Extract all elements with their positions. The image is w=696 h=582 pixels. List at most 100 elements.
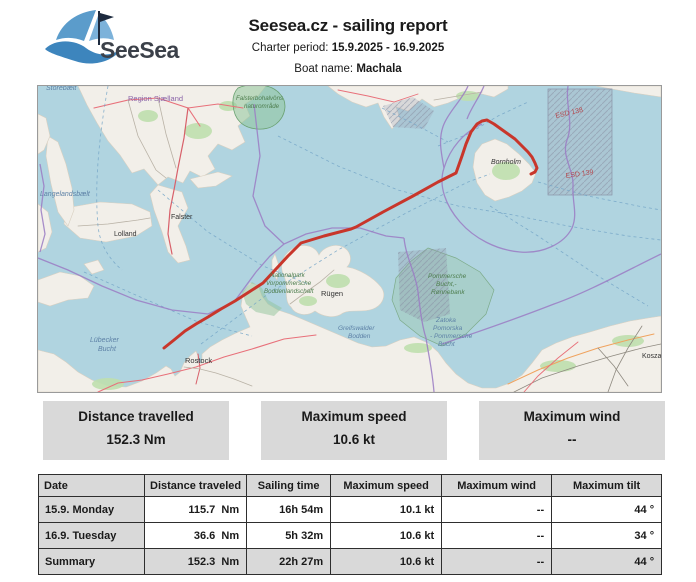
boundary-dk-se-2 <box>466 86 485 120</box>
cell-max-tilt: 34 ° <box>551 522 663 549</box>
stat-label: Distance travelled <box>78 409 194 424</box>
stat-label: Maximum speed <box>301 409 407 424</box>
boundary-dk-se-1 <box>439 86 469 169</box>
label-nationalpark-3: Boddenlandschaft <box>264 288 314 295</box>
route-map-canvas: Storebælt Region Sjælland Langelandsbælt… <box>38 86 661 392</box>
map-labels: Storebælt Region Sjælland Langelandsbælt… <box>40 86 661 365</box>
label-zatoka-3: - Pommersche <box>430 333 473 340</box>
stat-value: -- <box>567 432 577 447</box>
label-lolland: Lolland <box>114 231 137 238</box>
charter-period-line: Charter period: 15.9.2025 - 16.9.2025 <box>0 42 696 54</box>
logo-text: SeeSea <box>100 37 180 63</box>
stat-maximum-wind: Maximum wind -- <box>479 401 665 460</box>
label-rostock: Rostock <box>185 356 212 365</box>
label-corner-water: Storebælt <box>46 86 77 92</box>
stat-label: Maximum wind <box>523 409 621 424</box>
boundary-poland-offshore <box>441 253 661 345</box>
col-header-sailing-time: Sailing time <box>246 474 332 497</box>
land-moen <box>189 171 233 189</box>
cell-sailing-time: 16h 54m <box>246 496 332 523</box>
label-bornholm: Bornholm <box>491 159 521 166</box>
sailing-route <box>162 118 539 350</box>
charter-period-label: Charter period: <box>251 42 329 54</box>
label-falsterbo-2: naturområde <box>244 103 280 110</box>
daily-stats-table: Date Distance traveled Sailing time Maxi… <box>38 474 663 575</box>
table-header-row: Date Distance traveled Sailing time Maxi… <box>38 474 663 497</box>
cell-date: 15.9. Monday <box>38 496 145 523</box>
label-ruegen: Rügen <box>321 289 343 298</box>
label-pommersche-1: Pommersche <box>428 273 467 280</box>
boundary-de-pl <box>403 237 435 392</box>
col-header-distance: Distance traveled <box>143 474 248 497</box>
falsterbo-reserve <box>232 86 286 130</box>
cell-max-wind: -- <box>441 496 553 523</box>
label-pommersche-2: Bucht,- <box>436 281 457 288</box>
stat-value: 10.6 kt <box>332 432 376 447</box>
label-langelandsbaelt: Langelandsbælt <box>40 191 91 198</box>
logo-mast <box>98 11 100 45</box>
seesea-logo-graphic: SeeSea <box>45 10 180 64</box>
table-row-monday: 15.9. Monday 115.7 Nm 16h 54m 10.1 kt --… <box>38 496 663 523</box>
stat-value: 152.3 Nm <box>106 432 166 447</box>
boat-name-value: Machala <box>356 63 402 75</box>
cell-max-wind: -- <box>441 522 553 549</box>
boat-name-label: Boat name: <box>294 63 354 75</box>
logo-flag <box>100 13 114 22</box>
skane-fan-area <box>383 97 434 129</box>
label-zatoka-2: Pomorska <box>433 325 463 332</box>
label-region-sjaelland: Region Sjælland <box>128 94 183 103</box>
land-fyn-edge <box>38 113 51 155</box>
table-row-summary: Summary 152.3 Nm 22h 27m 10.6 kt -- 44 ° <box>38 548 663 575</box>
esd-box <box>547 88 613 196</box>
page-title: Seesea.cz - sailing report <box>248 16 448 35</box>
stat-distance-travelled: Distance travelled 152.3 Nm <box>43 401 229 460</box>
cell-max-speed: 10.6 kt <box>330 522 443 549</box>
col-header-max-wind: Maximum wind <box>441 474 553 497</box>
stat-maximum-speed: Maximum speed 10.6 kt <box>261 401 447 460</box>
boundary-moen-south <box>252 103 285 245</box>
boat-name-line: Boat name: Machala <box>0 63 696 75</box>
label-luebecker-bucht-2: Bucht <box>98 346 117 353</box>
cell-max-tilt: 44 ° <box>551 496 663 523</box>
roads <box>77 89 661 392</box>
seesea-logo: SeeSea <box>42 8 182 68</box>
route-map: Storebælt Region Sjælland Langelandsbælt… <box>37 85 662 393</box>
col-header-max-speed: Maximum speed <box>330 474 443 497</box>
label-zatoka-4: Bucht <box>438 341 456 348</box>
label-nationalpark-2: Vorpommersche <box>266 280 312 287</box>
logo-sail-right <box>89 13 114 41</box>
cell-date: 16.9. Tuesday <box>38 522 145 549</box>
boundary-bornholm-loop <box>441 86 576 253</box>
ferry-lanes <box>83 86 661 345</box>
cell-max-speed: 10.1 kt <box>330 496 443 523</box>
land-langeland <box>45 135 75 227</box>
label-esd-139: ESD 139 <box>565 169 594 180</box>
label-greifswalder-1: Greifswalder <box>338 325 375 332</box>
label-zatoka-1: Zatoka <box>435 317 456 324</box>
land-falster <box>149 184 191 264</box>
boundary-left-edge <box>39 163 46 253</box>
cell-distance: 36.6 Nm <box>143 522 248 549</box>
cell-sailing-time: 5h 32m <box>246 522 332 549</box>
label-pommersche-3: Rønnebank <box>431 289 465 296</box>
label-nationalpark-1: Nationalpark <box>270 272 306 279</box>
cell-distance: 115.7 Nm <box>143 496 248 523</box>
land-lolland <box>63 201 153 243</box>
label-koszalin: Koszalin <box>642 353 661 360</box>
table-row-tuesday: 16.9. Tuesday 36.6 Nm 5h 32m 10.6 kt -- … <box>38 522 663 549</box>
label-falster: Falster <box>171 214 193 221</box>
charter-period-value: 15.9.2025 - 16.9.2025 <box>331 42 445 54</box>
col-header-max-tilt: Maximum tilt <box>551 474 663 497</box>
logo-hull <box>45 41 121 64</box>
col-header-date: Date <box>38 474 145 497</box>
cell-date: Summary <box>38 548 145 575</box>
land-wagrien <box>38 271 95 307</box>
cell-max-speed: 10.6 kt <box>330 548 443 575</box>
cell-sailing-time: 22h 27m <box>246 548 332 575</box>
report-header: Seesea.cz - sailing report Charter perio… <box>0 0 696 75</box>
label-falsterbo-1: Falsterbohalvöns <box>236 95 283 102</box>
cell-distance: 152.3 Nm <box>143 548 248 575</box>
cell-max-wind: -- <box>441 548 553 575</box>
land-fehmarn <box>83 259 105 275</box>
cell-max-tilt: 44 ° <box>551 548 663 575</box>
